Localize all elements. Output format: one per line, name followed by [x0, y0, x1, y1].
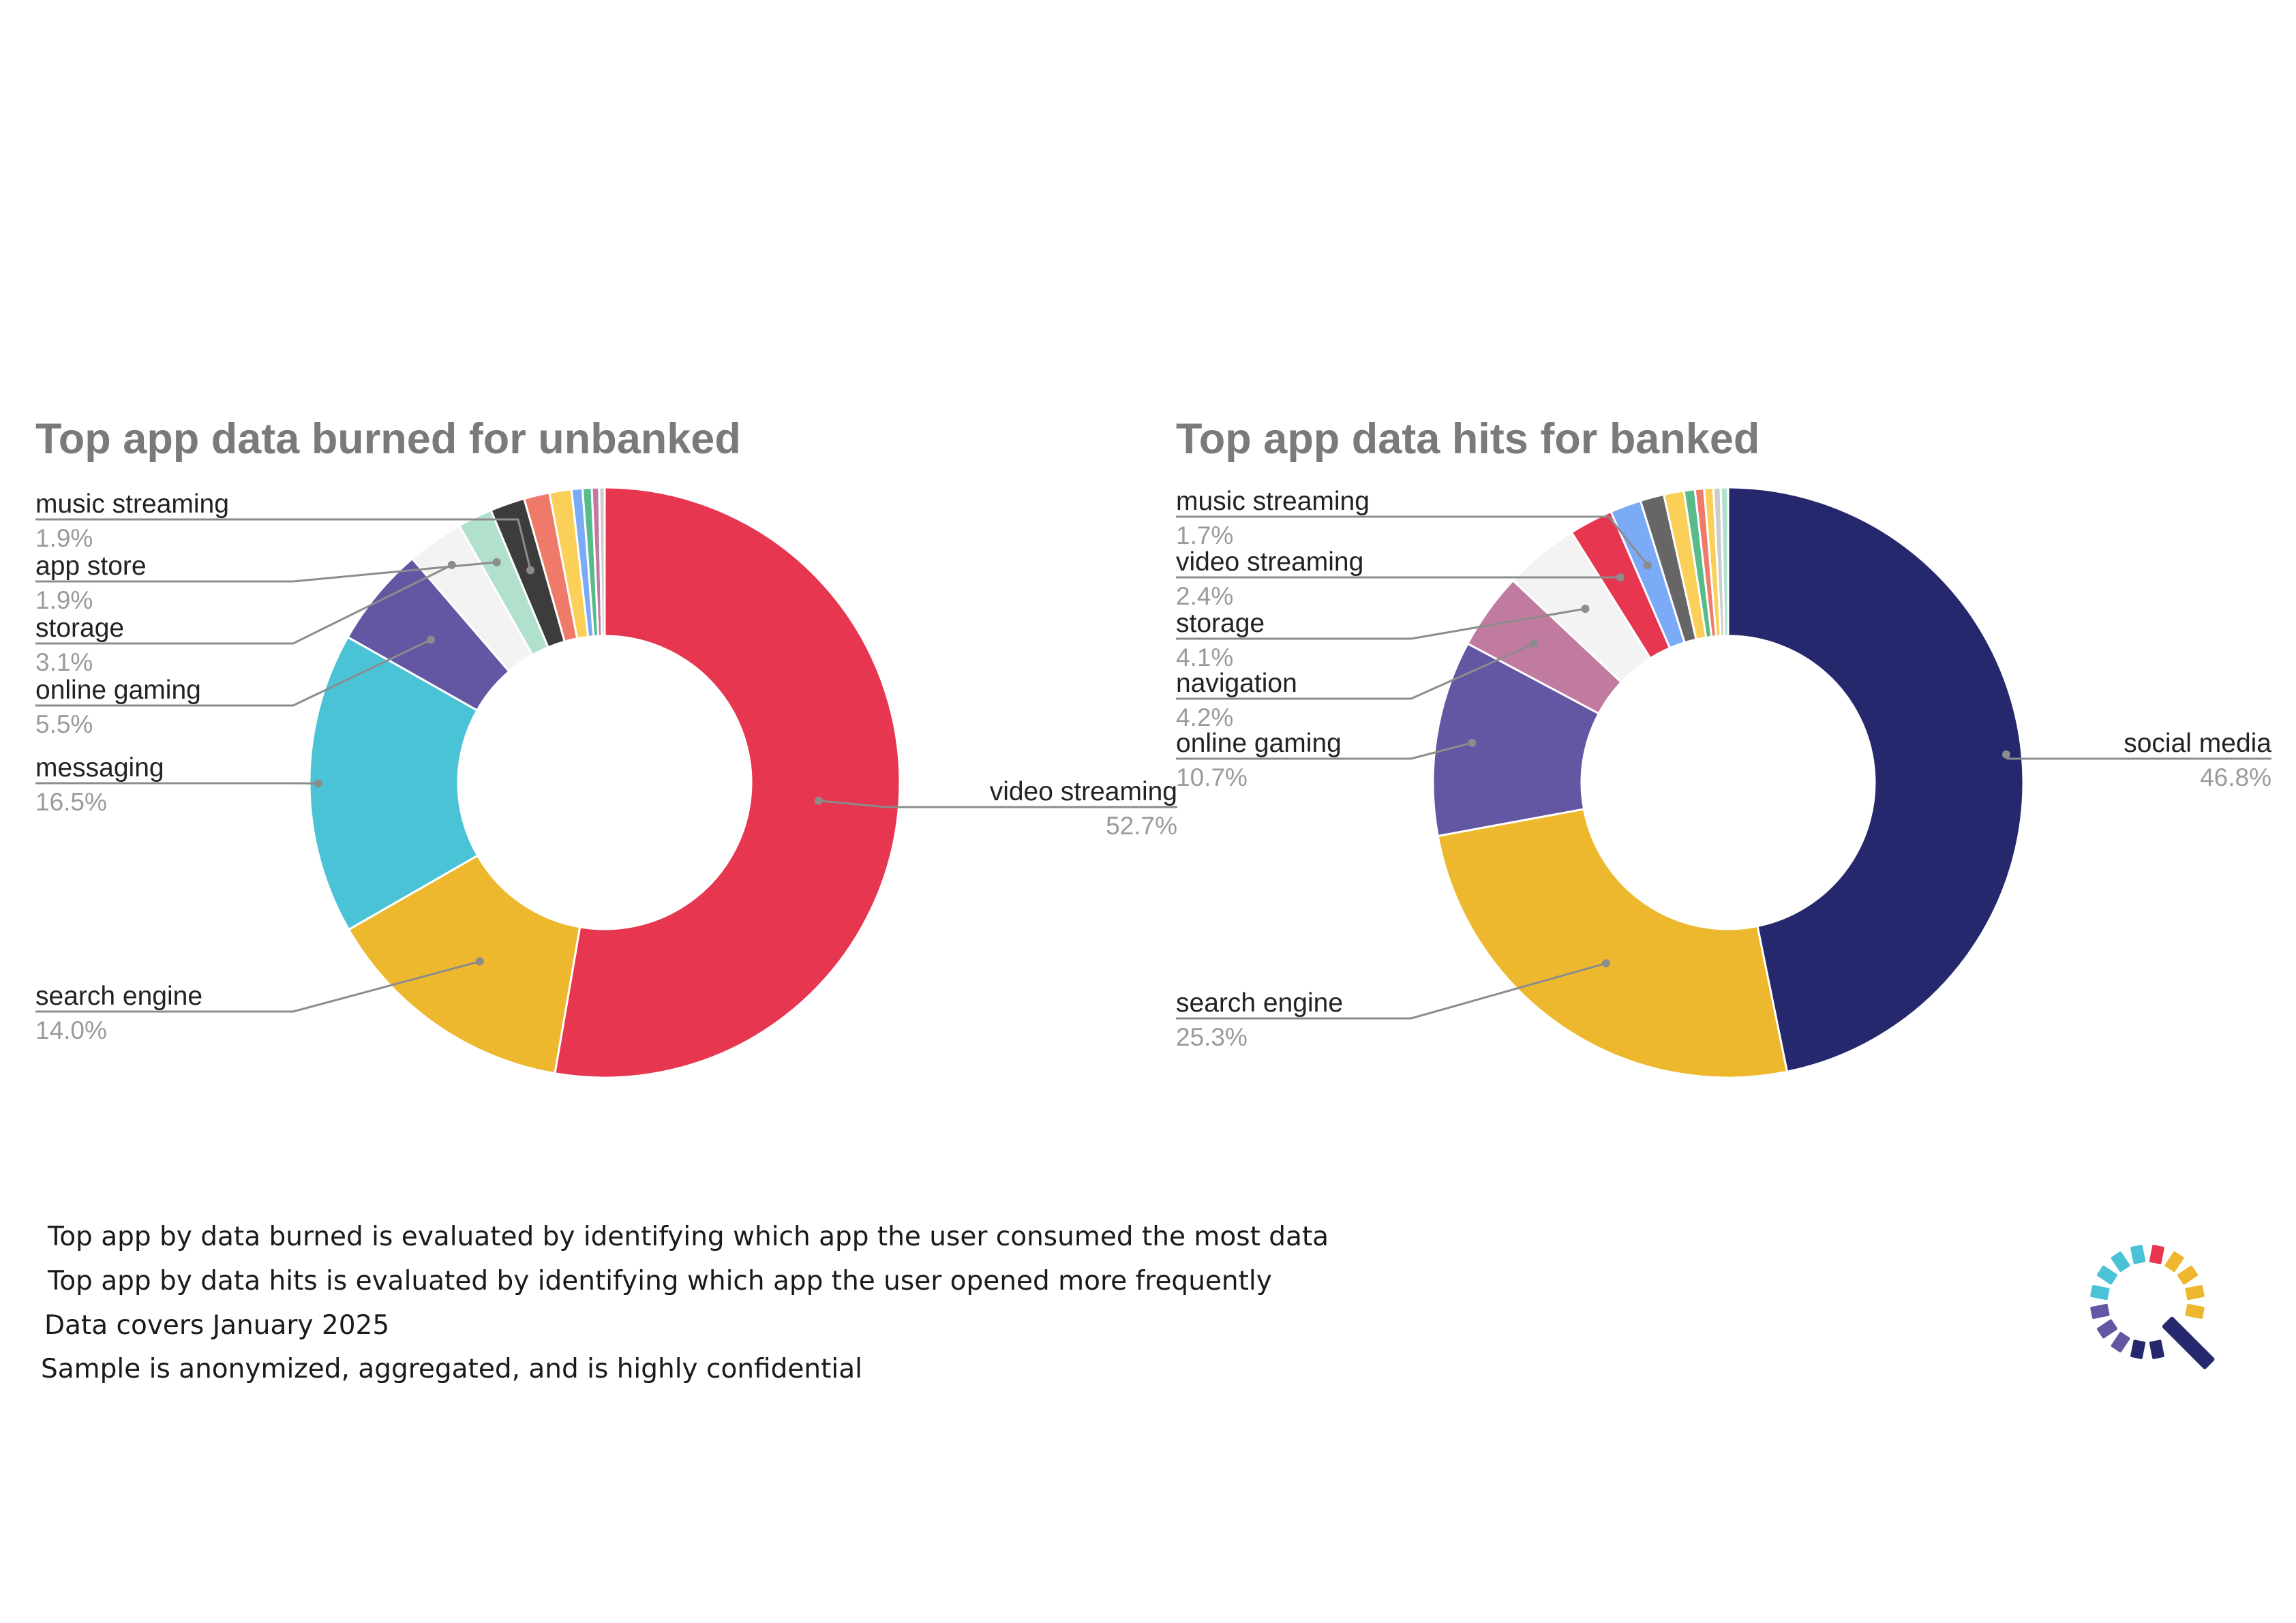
logo-bar [2096, 1265, 2118, 1285]
label-music-streaming-leader-line [1176, 515, 1648, 566]
logo-bar [2096, 1319, 2118, 1339]
label-search-engine-value: 14.0% [35, 1016, 107, 1044]
label-music-streaming-name: music streaming [1176, 487, 1370, 516]
label-storage-value: 3.1% [35, 648, 93, 676]
label-online-gaming-leader-dot [1468, 738, 1477, 747]
label-video-streaming-leader-dot [1616, 573, 1625, 582]
label-search-engine-leader-line [1176, 962, 1607, 1020]
label-music-streaming-leader-line [35, 518, 532, 571]
logo-bar [2111, 1251, 2130, 1273]
footnote-confidentiality: Sample is anonymized, aggregated, and is… [41, 1354, 862, 1384]
chart-title-unbanked: Top app data burned for unbanked [35, 415, 741, 463]
label-video-streaming-leader-line [818, 800, 1177, 808]
label-video-streaming-value: 52.7% [1106, 812, 1177, 840]
slice-other-13 [1719, 486, 1729, 637]
label-music-streaming-leader-dot [526, 566, 535, 575]
logo-bar [2090, 1285, 2110, 1301]
label-online-gaming-leader-line [35, 639, 432, 707]
logo-bar [2111, 1331, 2130, 1353]
label-search-engine-name: search engine [1176, 988, 1343, 1018]
logo-bar [2130, 1245, 2146, 1264]
label-music-streaming-leader-dot [1643, 561, 1652, 570]
label-storage-leader-dot [1581, 605, 1590, 613]
label-online-gaming-leader-line [1176, 742, 1472, 760]
label-app-store-leader-dot [492, 558, 501, 566]
label-video-streaming-value: 2.4% [1176, 582, 1233, 610]
label-video-streaming-leader-dot [814, 796, 823, 805]
label-music-streaming-value: 1.7% [1176, 521, 1233, 549]
label-social-media-value: 46.8% [2200, 763, 2271, 791]
label-online-gaming-value: 5.5% [35, 710, 93, 738]
label-storage-value: 4.1% [1176, 643, 1233, 671]
label-search-engine-leader-line [35, 960, 481, 1013]
footnote-data-burned: Top app by data burned is evaluated by i… [48, 1222, 1329, 1252]
label-app-store-value: 1.9% [35, 586, 93, 614]
label-navigation-name: navigation [1176, 669, 1297, 698]
label-social-media-leader-dot [2002, 750, 2010, 759]
label-social-media-name: social media [2124, 729, 2271, 758]
footnote-data-period: Data covers January 2025 [44, 1310, 390, 1341]
label-online-gaming-name: online gaming [35, 676, 201, 705]
label-storage-name: storage [1176, 609, 1265, 638]
label-storage-leader-line [35, 564, 453, 645]
logo-bar [2130, 1339, 2146, 1359]
logo-bar [2149, 1245, 2164, 1264]
label-storage-leader-dot [447, 560, 456, 569]
label-messaging-name: messaging [35, 753, 164, 783]
logo-bar [2149, 1339, 2164, 1359]
slice-messaging-2 [308, 635, 479, 931]
label-messaging-leader-dot [314, 779, 323, 788]
label-app-store-name: app store [35, 551, 147, 581]
slice-social-media-0 [1727, 486, 2025, 1074]
logo-bar [2177, 1265, 2199, 1285]
footnote-data-hits: Top app by data hits is evaluated by ide… [48, 1266, 1272, 1296]
donut-chart-banked: Top app data hits for banked music strea… [1176, 415, 2271, 1079]
label-navigation-leader-line [1176, 642, 1535, 700]
label-storage-leader-line [1176, 607, 1586, 640]
logo-handle [2162, 1316, 2215, 1369]
slices-unbanked [308, 486, 901, 1079]
label-online-gaming-leader-dot [427, 635, 436, 644]
label-search-engine-value: 25.3% [1176, 1023, 1248, 1051]
label-video-streaming-name: video streaming [990, 777, 1177, 806]
slices-banked [1432, 486, 2025, 1079]
label-messaging-value: 16.5% [35, 788, 107, 816]
label-navigation-value: 4.2% [1176, 703, 1233, 731]
logo-bar [2185, 1285, 2205, 1301]
logo-bar [2164, 1251, 2184, 1273]
label-search-engine-leader-dot [1601, 959, 1610, 968]
label-online-gaming-name: online gaming [1176, 729, 1342, 758]
chart-title-banked: Top app data hits for banked [1176, 415, 1759, 463]
label-search-engine-name: search engine [35, 982, 202, 1011]
donut-chart-unbanked: Top app data burned for unbanked music s… [35, 415, 1177, 1079]
slice-other-12 [598, 486, 606, 637]
slice-search-engine-1 [1436, 808, 1789, 1079]
label-video-streaming-name: video streaming [1176, 547, 1363, 577]
label-music-streaming-value: 1.9% [35, 524, 93, 552]
logo-bar [2090, 1303, 2110, 1319]
label-storage-name: storage [35, 613, 124, 643]
logo-bar [2185, 1303, 2205, 1319]
label-search-engine-leader-dot [475, 957, 484, 966]
labels-banked: music streaming 1.7%video streaming 2.4%st… [1176, 487, 2271, 1051]
label-app-store-leader-line [35, 561, 497, 583]
slice-video-streaming-0 [554, 486, 901, 1079]
label-music-streaming-name: music streaming [35, 489, 229, 519]
ring-magnifier-logo-icon [2090, 1245, 2215, 1369]
label-online-gaming-value: 10.7% [1176, 763, 1248, 791]
label-navigation-leader-dot [1530, 639, 1539, 648]
